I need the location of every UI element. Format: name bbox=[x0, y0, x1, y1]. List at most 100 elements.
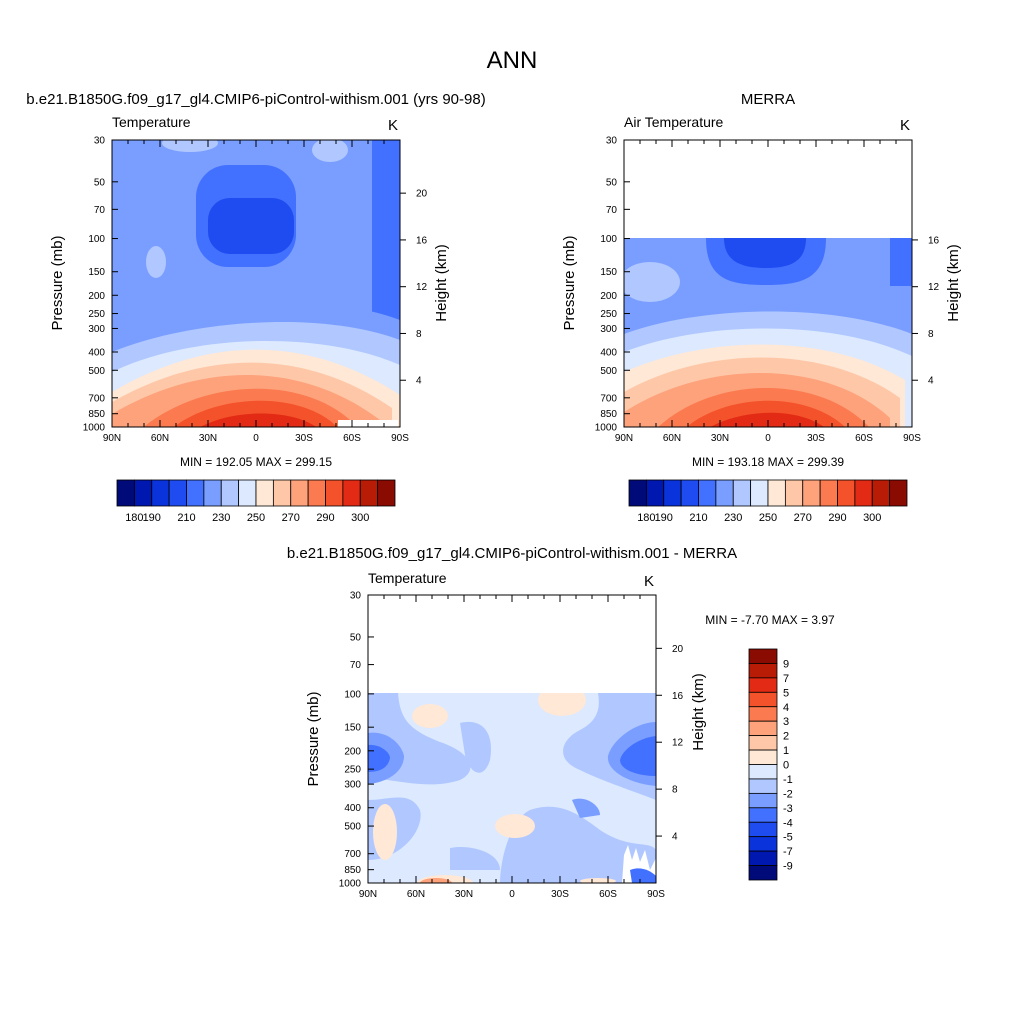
panel-model: b.e21.B1850G.f09_g17_gl4.CMIP6-piControl… bbox=[26, 91, 485, 524]
y-tick-label: 700 bbox=[88, 393, 105, 404]
y-right-tick-label: 20 bbox=[416, 189, 428, 200]
panel-model-units: K bbox=[388, 117, 398, 134]
x-tick-label: 60S bbox=[855, 433, 873, 444]
panel-obs-axes: 90N 60N 30N 0 30S 60S 90S 30 50 70 100 150 200 250 300… bbox=[595, 136, 940, 445]
y-tick-label: 30 bbox=[94, 136, 106, 147]
y-right-tick-label: 8 bbox=[416, 329, 422, 340]
colorbar-swatch bbox=[748, 807, 778, 823]
panel-obs-ylabel-left: Pressure (mb) bbox=[561, 235, 578, 330]
colorbar-swatch bbox=[767, 479, 786, 507]
panel-model-ylabel-left: Pressure (mb) bbox=[49, 235, 66, 330]
colorbar-swatch bbox=[889, 479, 908, 507]
colorbar-swatch bbox=[238, 479, 257, 507]
colorbar-swatch bbox=[784, 479, 804, 507]
panel-diff-contour-field bbox=[368, 693, 656, 883]
y-tick-label: 1000 bbox=[339, 879, 362, 890]
y-tick-label: 500 bbox=[344, 822, 361, 833]
y-tick-label: 250 bbox=[88, 309, 105, 320]
colorbar-swatch bbox=[748, 792, 778, 809]
colorbar-label: -9 bbox=[783, 861, 793, 873]
panel-diff-axes: 90N 60N 30N 0 30S 60S 90S 30 50 70 100 150 200 250 300… bbox=[339, 591, 684, 901]
y-tick-label: 200 bbox=[600, 291, 617, 302]
colorbar-label: 230 bbox=[212, 512, 230, 524]
y-right-tick-label: 16 bbox=[672, 691, 684, 702]
y-right-tick-label: 8 bbox=[928, 329, 934, 340]
panel-model-ylabel-right: Height (km) bbox=[433, 244, 450, 322]
colorbar-swatch bbox=[628, 479, 647, 507]
y-tick-label: 250 bbox=[600, 309, 617, 320]
panel-obs-stats: MIN = 193.18 MAX = 299.39 bbox=[692, 455, 844, 469]
y-right-tick-label: 12 bbox=[416, 282, 428, 293]
colorbar-swatch bbox=[748, 735, 778, 751]
colorbar-swatch bbox=[748, 677, 778, 693]
y-right-tick-label: 16 bbox=[416, 235, 428, 246]
y-tick-label: 300 bbox=[344, 780, 361, 791]
y-tick-label: 500 bbox=[600, 366, 617, 377]
y-tick-label: 100 bbox=[600, 234, 617, 245]
panel-model-colorbar: 180 190 210 230 250 270 290 300 bbox=[116, 479, 396, 524]
colorbar-swatch bbox=[750, 479, 769, 507]
panel-obs: MERRA Air Temperature K 90N 60N 30N 0 30S 60S… bbox=[561, 91, 962, 524]
colorbar-swatch bbox=[342, 479, 361, 507]
colorbar-swatch bbox=[133, 479, 153, 507]
y-tick-label: 150 bbox=[88, 267, 105, 278]
y-tick-label: 500 bbox=[88, 366, 105, 377]
colorbar-swatch bbox=[748, 663, 778, 679]
panel-model-contour-field bbox=[112, 140, 400, 427]
colorbar-swatch bbox=[325, 479, 344, 507]
y-tick-label: 70 bbox=[606, 205, 618, 216]
colorbar-swatch bbox=[203, 479, 222, 507]
y-tick-label: 150 bbox=[344, 723, 361, 734]
y-tick-label: 400 bbox=[88, 348, 105, 359]
panel-model-field-label: Temperature bbox=[112, 114, 191, 130]
colorbar-swatch bbox=[255, 479, 274, 507]
y-tick-label: 200 bbox=[344, 746, 361, 757]
colorbar-swatch bbox=[748, 764, 778, 780]
colorbar-label: 4 bbox=[783, 702, 789, 714]
colorbar-swatch bbox=[819, 479, 838, 507]
y-tick-label: 150 bbox=[600, 267, 617, 278]
colorbar-label: 2 bbox=[783, 731, 789, 743]
colorbar-label: -3 bbox=[783, 803, 793, 815]
panel-diff-colorbar: 9 7 5 4 3 2 1 0 -1 -2 -3 -4 -5 -7 -9 bbox=[748, 648, 793, 881]
y-tick-label: 850 bbox=[88, 409, 105, 420]
panel-obs-contour-field bbox=[624, 238, 912, 427]
y-right-tick-label: 12 bbox=[672, 738, 684, 749]
panel-diff-units: K bbox=[644, 573, 654, 590]
colorbar-swatch bbox=[359, 479, 379, 507]
y-tick-label: 30 bbox=[350, 591, 362, 602]
panel-model-stats: MIN = 192.05 MAX = 299.15 bbox=[180, 455, 332, 469]
panel-diff-stats: MIN = -7.70 MAX = 3.97 bbox=[705, 613, 835, 627]
colorbar-label: 7 bbox=[783, 673, 789, 685]
y-tick-label: 1000 bbox=[83, 423, 106, 434]
y-tick-label: 50 bbox=[350, 632, 362, 643]
panel-diff-header: b.e21.B1850G.f09_g17_gl4.CMIP6-piControl… bbox=[287, 545, 737, 562]
colorbar-label: 190 bbox=[655, 512, 673, 524]
colorbar-label: -2 bbox=[783, 788, 793, 800]
colorbar-label: 290 bbox=[828, 512, 846, 524]
colorbar-label: 210 bbox=[177, 512, 195, 524]
colorbar-label: 0 bbox=[783, 760, 789, 772]
x-tick-label: 30S bbox=[807, 433, 825, 444]
colorbar-label: -7 bbox=[783, 846, 793, 858]
panel-obs-ylabel-right: Height (km) bbox=[945, 244, 962, 322]
colorbar-swatch bbox=[748, 821, 778, 838]
y-tick-label: 700 bbox=[344, 849, 361, 860]
y-tick-label: 30 bbox=[606, 136, 618, 147]
x-tick-label: 90S bbox=[903, 433, 921, 444]
y-right-tick-label: 16 bbox=[928, 235, 940, 246]
x-tick-label: 90N bbox=[615, 433, 633, 444]
colorbar-swatch bbox=[663, 479, 682, 507]
colorbar-label: 9 bbox=[783, 658, 789, 670]
x-tick-label: 60S bbox=[599, 889, 617, 900]
colorbar-swatch bbox=[748, 648, 778, 664]
colorbar-label: -1 bbox=[783, 774, 793, 786]
x-tick-label: 30S bbox=[295, 433, 313, 444]
colorbar-swatch bbox=[680, 479, 699, 507]
x-tick-label: 0 bbox=[765, 433, 771, 444]
y-tick-label: 850 bbox=[600, 409, 617, 420]
y-right-tick-label: 8 bbox=[672, 785, 678, 796]
x-tick-label: 60N bbox=[663, 433, 681, 444]
colorbar-swatch bbox=[748, 691, 778, 708]
